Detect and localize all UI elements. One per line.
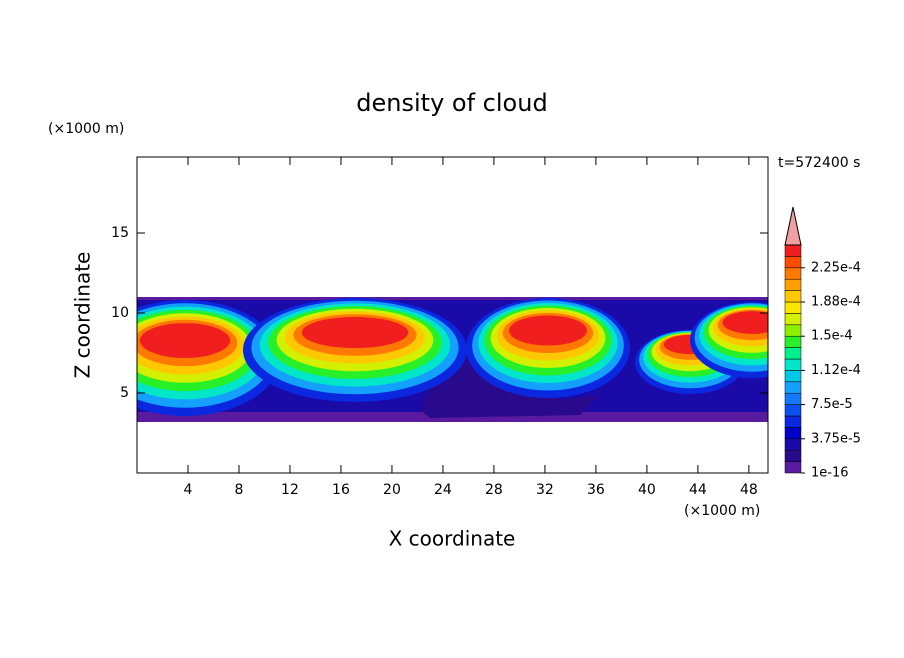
x-unit: (×1000 m) (684, 503, 760, 519)
colorbar-segment (784, 244, 802, 257)
colorbar-tick-label: 1.12e-4 (811, 363, 861, 378)
x-tick-label: 32 (536, 482, 554, 498)
x-tick-label: 48 (740, 482, 758, 498)
colorbar-segment (784, 392, 802, 405)
colorbar-segment (784, 449, 802, 462)
time-label: t=572400 s (778, 155, 860, 171)
y-tick-label: 10 (111, 305, 129, 321)
colorbar-segment (784, 438, 802, 451)
x-tick-label: 16 (332, 482, 350, 498)
y-axis-label: Z coordinate (71, 252, 95, 379)
y-unit: (×1000 m) (48, 121, 124, 137)
colorbar-segment (784, 404, 802, 417)
x-tick-label: 24 (434, 482, 452, 498)
contour-field (137, 297, 768, 422)
colorbar-segment (784, 256, 802, 269)
x-tick-label: 36 (587, 482, 605, 498)
x-tick-label: 20 (383, 482, 401, 498)
x-tick-label: 44 (689, 482, 707, 498)
chart-title: density of cloud (356, 89, 547, 117)
colorbar-segment (784, 324, 802, 337)
x-axis-label: X coordinate (389, 527, 516, 551)
x-tick-label: 28 (485, 482, 503, 498)
colorbar-segment (784, 347, 802, 360)
colorbar-extension (784, 206, 802, 246)
x-tick-label: 4 (184, 482, 193, 498)
contour-level (301, 316, 409, 349)
colorbar-segment (784, 335, 802, 348)
x-tick-label: 40 (638, 482, 656, 498)
colorbar-segment (784, 267, 802, 280)
colorbar-tick-label: 1e-16 (811, 466, 849, 481)
colorbar-tick-label: 2.25e-4 (811, 260, 861, 275)
colorbar-segment (784, 301, 802, 314)
colorbar-segment (784, 278, 802, 291)
colorbar-segment (784, 461, 802, 474)
y-tick-label: 15 (111, 225, 129, 241)
plot-frame (136, 156, 769, 474)
colorbar-segment (784, 415, 802, 428)
contour-level (509, 315, 587, 346)
contour-level (722, 311, 768, 334)
colorbar-tick-label: 1.5e-4 (811, 329, 853, 344)
x-tick-label: 8 (235, 482, 244, 498)
colorbar-tick-label: 7.5e-5 (811, 397, 853, 412)
colorbar-segment (784, 370, 802, 383)
colorbar-tick-label: 1.88e-4 (811, 295, 861, 310)
x-tick-label: 12 (281, 482, 299, 498)
colorbar-segment (784, 313, 802, 326)
colorbar-segment (784, 381, 802, 394)
colorbar-tick-label: 3.75e-5 (811, 431, 861, 446)
colorbar-segment (784, 427, 802, 440)
colorbar-segment (784, 358, 802, 371)
y-tick-label: 5 (120, 385, 129, 401)
colorbar-segment (784, 290, 802, 303)
contour-level (139, 323, 231, 358)
